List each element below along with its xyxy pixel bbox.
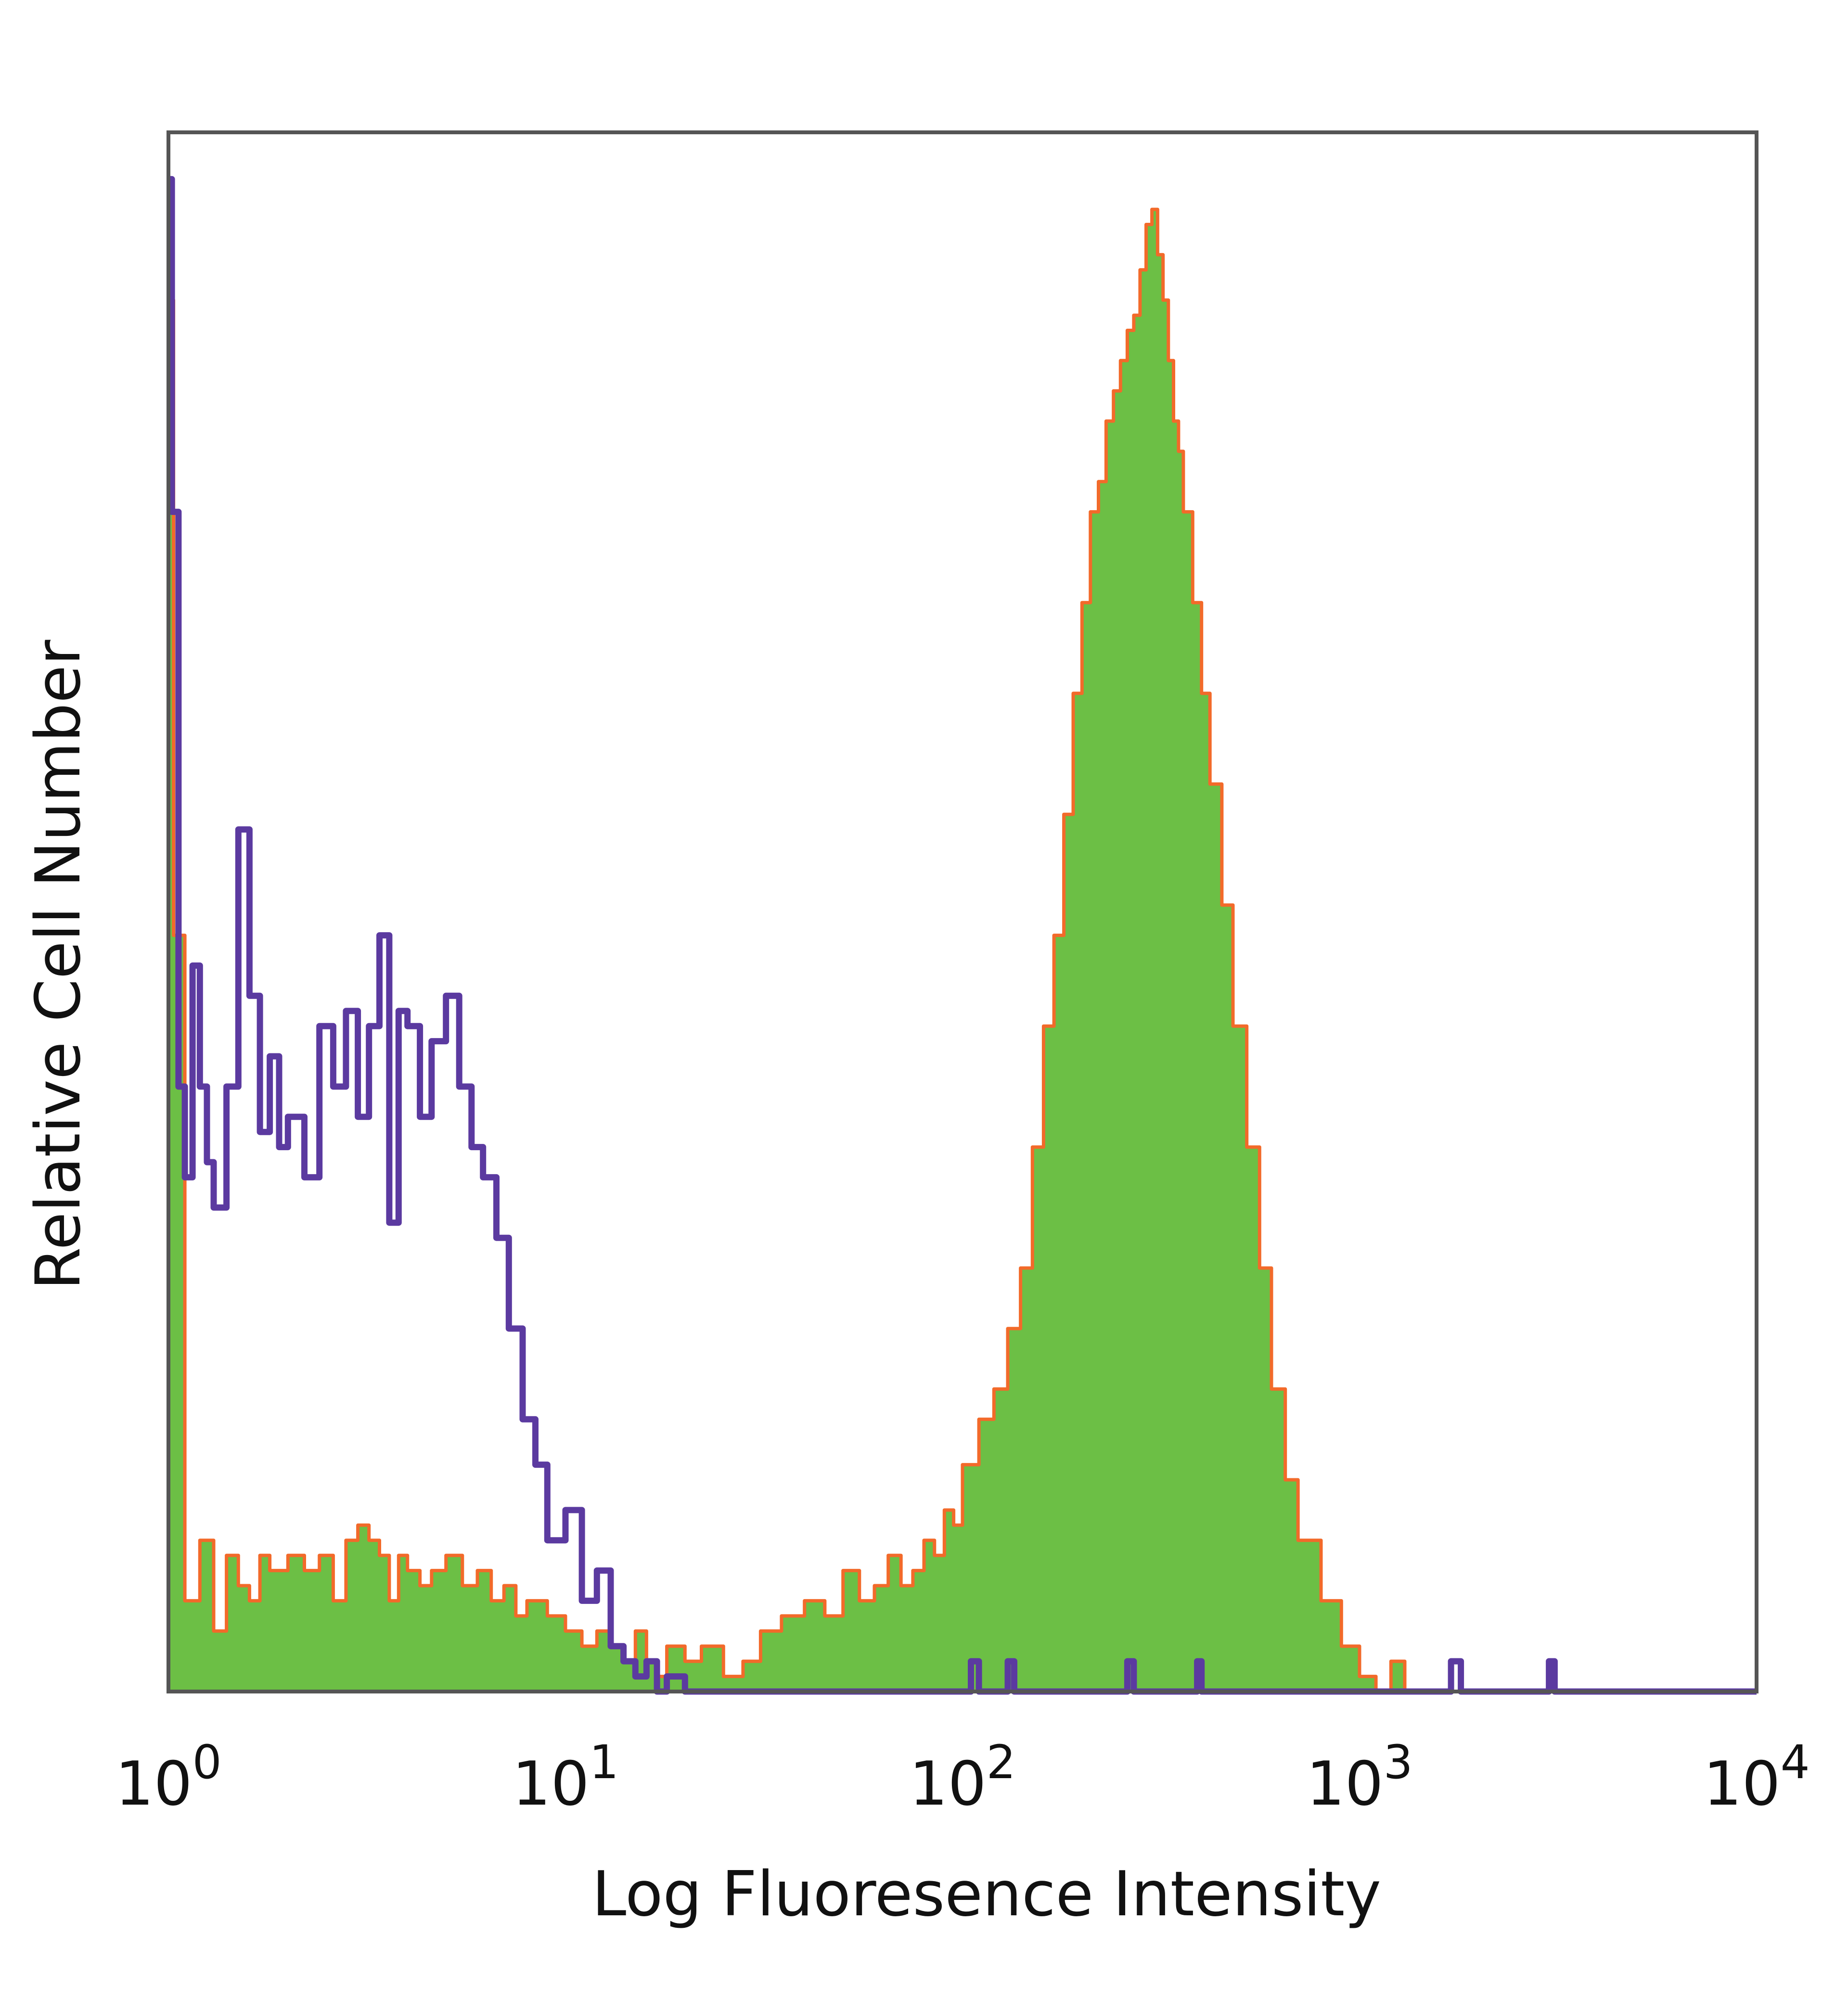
x-axis-title: Log Fluoresence Intensity	[592, 1859, 1381, 1930]
x-tick-label-0: 100	[115, 1735, 221, 1819]
plot-frame	[167, 130, 1758, 1693]
x-tick-label-4: 104	[1703, 1735, 1810, 1819]
x-tick-label-1: 101	[512, 1735, 618, 1819]
series-1-outline	[168, 207, 1757, 1693]
x-tick-label-2: 102	[909, 1735, 1015, 1819]
x-tick-labels: 100 101 102 103 104	[115, 1735, 1810, 1819]
x-tick-label-3: 103	[1306, 1735, 1412, 1819]
y-axis-title: Relative Cell Number	[23, 640, 94, 1290]
